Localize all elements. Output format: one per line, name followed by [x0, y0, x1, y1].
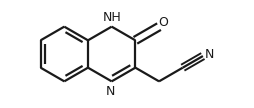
Text: NH: NH — [102, 11, 121, 24]
Text: N: N — [106, 85, 115, 98]
Text: N: N — [204, 48, 214, 61]
Text: O: O — [158, 16, 168, 29]
